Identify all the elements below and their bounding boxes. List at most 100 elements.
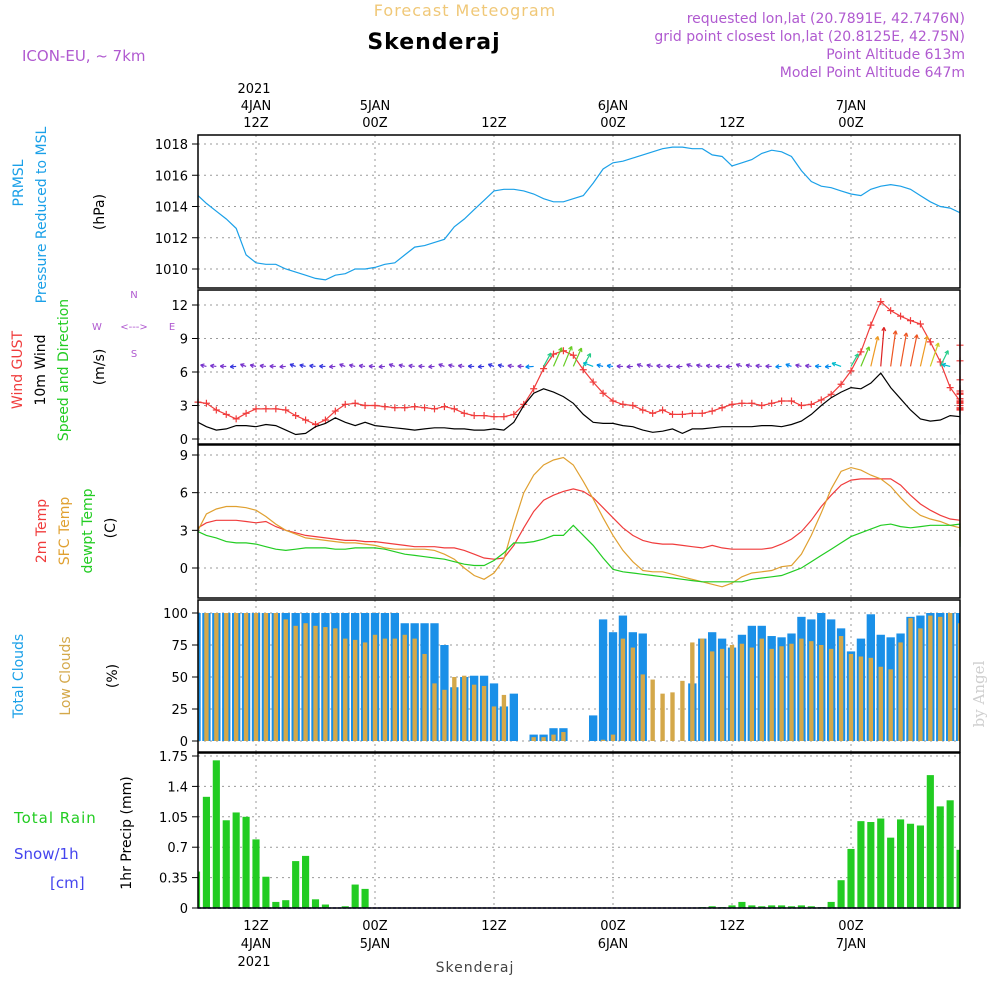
bottom-time-axis: 12Z 4JAN 00Z 5JAN 12Z 00Z 6JAN 12Z 00Z 7JAN [241,919,867,952]
wind-direction-arrow [543,352,552,367]
wind-arrow-head [577,347,583,353]
low-cloud-bar [680,680,685,741]
gust-marker [778,397,786,405]
gust-marker [887,307,895,315]
cloud-panel-labels: Total Clouds Low Clouds (%) [11,634,121,719]
rain-bar [232,812,240,908]
wind-arrow-head [418,363,423,369]
wind-direction-arrow [860,346,870,367]
gust-marker [480,412,488,420]
gust-marker [639,406,647,414]
rain-bar [847,848,855,908]
clouds-ytick-label: 100 [163,607,188,622]
rain-bar [768,905,776,908]
low-cloud-bar [204,613,209,741]
wind-arrow-head [477,364,482,370]
wind-arrow-head [408,363,413,369]
clouds-ytick-label: 0 [180,735,188,750]
temperature-ytick-label: 0 [180,562,188,577]
wind-arrow-head [924,335,929,341]
gust-marker [926,338,934,346]
low-cloud-bar [947,613,953,741]
wind-arrow-head [368,363,373,369]
wind-arrow-head [388,363,394,368]
wind-arrow-head [725,364,730,370]
gust-marker [698,409,706,417]
top-axis-hour-label: 00Z [362,116,388,131]
gust-marker [708,407,716,415]
wind-arrow-head [487,363,493,368]
wind-arrow-head [517,363,522,369]
gust-marker [758,402,766,409]
bottom-axis-hour-label: 12Z [481,919,507,934]
precipitation-ytick-label: 0 [180,902,188,917]
wind-arrow-head [805,363,810,369]
wind-arrow-head [259,363,264,369]
top-axis-day-label: 4JAN [241,99,272,114]
low-cloud-bar [382,638,388,741]
wind-ytick-label: 0 [180,433,188,448]
wind-arrow-head [606,363,612,369]
gust-marker [688,409,696,417]
clouds-ytick-label: 25 [171,703,188,718]
low-cloud-bar [858,656,864,741]
rain-bar [748,905,756,908]
gust-marker [579,366,587,374]
gust-marker [619,400,627,408]
gust-marker [678,410,686,418]
wind-arrow-head [448,363,453,369]
total-cloud-bar [589,715,598,741]
gust-marker [262,405,270,413]
gust-marker [530,385,538,393]
low-cloud-bar [343,638,348,741]
rain-bar [797,905,805,908]
low-cloud-bar [501,694,507,741]
low-cloud-bar [749,647,755,741]
pressure-ytick-label: 1016 [155,169,188,184]
gust-marker [222,410,230,418]
top-time-axis: 4JAN 12Z 5JAN 00Z 12Z 6JAN 00Z 12Z 7JAN 00Z [241,99,867,131]
gust-marker [827,390,835,398]
meteogram-panels: 1010101210141016101803691203690255075100… [155,134,964,917]
low-cloud-bar [630,647,636,741]
wind-arrow-head [944,350,949,355]
wind-panel: 0 3 6 9 12 [171,289,964,448]
low-cloud-bar [610,734,616,741]
low-cloud-bar [313,625,318,741]
low-cloud-bar [243,613,249,741]
low-cloud-bar [293,625,298,741]
low-cloud-bar [779,646,784,741]
low-cloud-bar [303,623,308,741]
low-cloud-bar [789,643,794,741]
precipitation-ytick-label: 0.35 [159,872,188,887]
gust-marker [470,412,478,420]
wind-arrow-head [249,363,255,369]
bottom-axis-year: 2021 [237,955,270,970]
pressure-unit: (hPa) [92,194,108,230]
low-cloud-bar [372,634,378,741]
total-rain-label: Total Rain [13,809,97,827]
wind-arrow-head [339,363,344,368]
wind-series-wind-gust [197,300,961,426]
rain-bar [292,861,300,908]
low-cloud-bar [957,623,960,741]
wind-ytick-label: 3 [180,400,188,415]
rain-bar [906,823,915,908]
wind-arrow-head [497,363,503,369]
rain-bar [242,816,250,908]
wind-direction-arrow [939,350,949,367]
wind-arrow-head [547,352,552,358]
gust-marker [897,312,905,320]
wind-arrow-head [319,363,324,369]
wind-arrow-head [715,363,720,369]
wind-arrow-head [358,363,364,369]
gust-marker [946,384,954,392]
wind-10m-label: 10m Wind [33,334,49,405]
low-cloud-bar [412,638,417,741]
gust-marker [669,410,676,418]
bottom-axis-hour-label: 00Z [838,919,864,934]
temp-unit: (C) [103,518,119,539]
low-cloud-bar [402,634,407,741]
low-cloud-bar [253,613,259,741]
